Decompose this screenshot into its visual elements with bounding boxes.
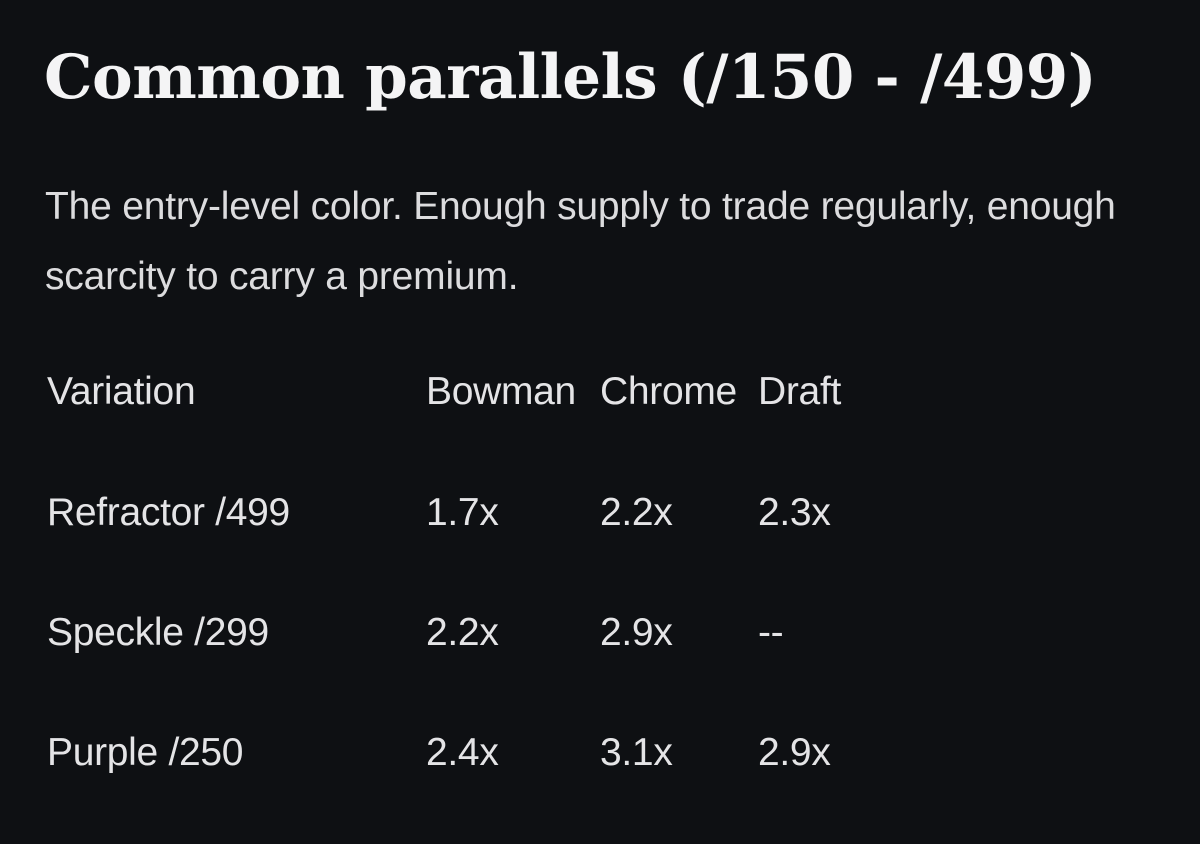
- variation-cell: Purple /250: [47, 731, 244, 774]
- draft-cell: --: [758, 611, 784, 654]
- chrome-cell: 2.9x: [600, 611, 673, 654]
- header-draft: Draft: [758, 370, 842, 413]
- draft-cell: 2.3x: [758, 491, 831, 534]
- section-description: The entry-level color. Enough supply to …: [45, 185, 1116, 298]
- variation-cell: Refractor /499: [47, 491, 290, 534]
- draft-cell: 2.9x: [758, 731, 831, 774]
- variation-cell: Speckle /299: [47, 611, 269, 654]
- bowman-cell: 2.2x: [426, 611, 499, 654]
- section-title: Common parallels (/150 - /499): [44, 42, 1097, 113]
- header-chrome: Chrome: [600, 370, 737, 413]
- header-bowman: Bowman: [426, 370, 576, 413]
- chrome-cell: 3.1x: [600, 731, 673, 774]
- header-variation: Variation: [47, 370, 196, 413]
- bowman-cell: 2.4x: [426, 731, 499, 774]
- chrome-cell: 2.2x: [600, 491, 673, 534]
- bowman-cell: 1.7x: [426, 491, 499, 534]
